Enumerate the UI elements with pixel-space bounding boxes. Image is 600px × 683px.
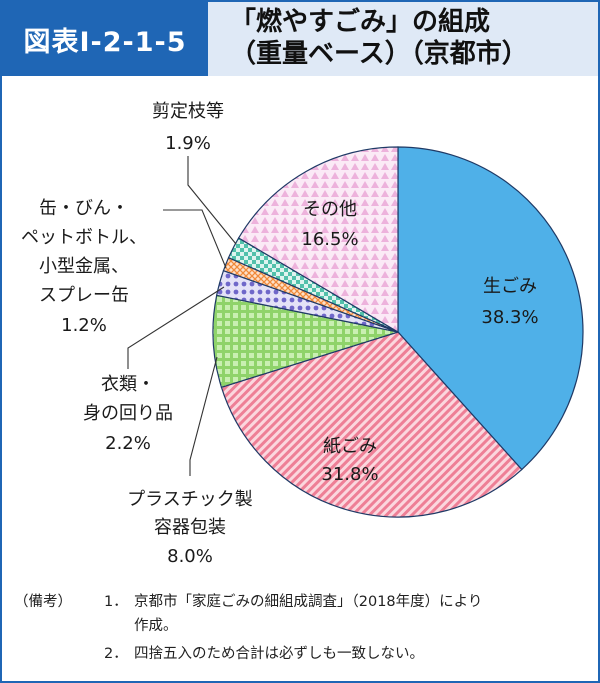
label-irui-line1: 衣類・ [101, 374, 155, 395]
note-2-text-line1: 四捨五入のため合計は必ずしも一致しない。 [134, 646, 424, 662]
leader-irui [127, 286, 225, 369]
label-sonota-name: その他 [303, 199, 357, 220]
notes-key: （備考） [14, 594, 72, 610]
label-can-line2: ペットボトル、 [21, 227, 147, 248]
label-irui-value: 2.2% [105, 433, 151, 454]
label-irui-line2: 身の回り品 [83, 403, 173, 424]
label-plastic-line2: 容器包装 [154, 517, 226, 538]
label-kamigomi-value: 31.8% [321, 464, 378, 485]
label-can-line4: スプレー缶 [39, 285, 129, 306]
leader-sentei [187, 156, 237, 245]
label-sentei-name: 剪定枝等 [152, 101, 224, 122]
label-kamigomi-name: 紙ごみ [323, 436, 377, 457]
figure-title-line1: 「燃やすごみ」の組成 [230, 7, 491, 37]
label-can-value: 1.2% [61, 315, 107, 336]
leader-plastic [189, 356, 218, 476]
label-can-line1: 缶・びん・ [39, 198, 129, 219]
figure-title-line2: （重量ベース）（京都市） [230, 39, 528, 69]
slice-kamigomi [220, 331, 523, 518]
note-2-number: 2． [104, 646, 128, 662]
figure-title: 「燃やすごみ」の組成 （重量ベース）（京都市） [230, 6, 528, 70]
label-namagomi-name: 生ごみ [483, 276, 537, 297]
label-can-line3: 小型金属、 [39, 256, 129, 277]
label-sonota-value: 16.5% [301, 229, 358, 250]
figure-number: 図表Ⅰ-2-1-5 [2, 2, 208, 76]
slice-sonota [237, 146, 399, 334]
label-plastic-line1: プラスチック製 [127, 489, 253, 510]
note-1-number: 1． [104, 594, 128, 610]
slice-namagomi [397, 146, 584, 471]
slice-plastic [212, 294, 399, 389]
label-namagomi-value: 38.3% [481, 307, 538, 328]
notes: （備考） 1． 京都市「家庭ごみの細組成調査」（2018年度）により 作成。 2… [14, 590, 594, 666]
pie-chart: 生ごみ 38.3% 紙ごみ 31.8% その他 16.5% 剪定枝等 1.9% … [21, 101, 584, 567]
note-1-text-line2: 作成。 [134, 618, 178, 634]
note-1-text-line1: 京都市「家庭ごみの細組成調査」（2018年度）により [134, 594, 483, 610]
label-sentei-value: 1.9% [165, 133, 211, 154]
leader-can [163, 209, 227, 269]
label-plastic-value: 8.0% [167, 546, 213, 567]
